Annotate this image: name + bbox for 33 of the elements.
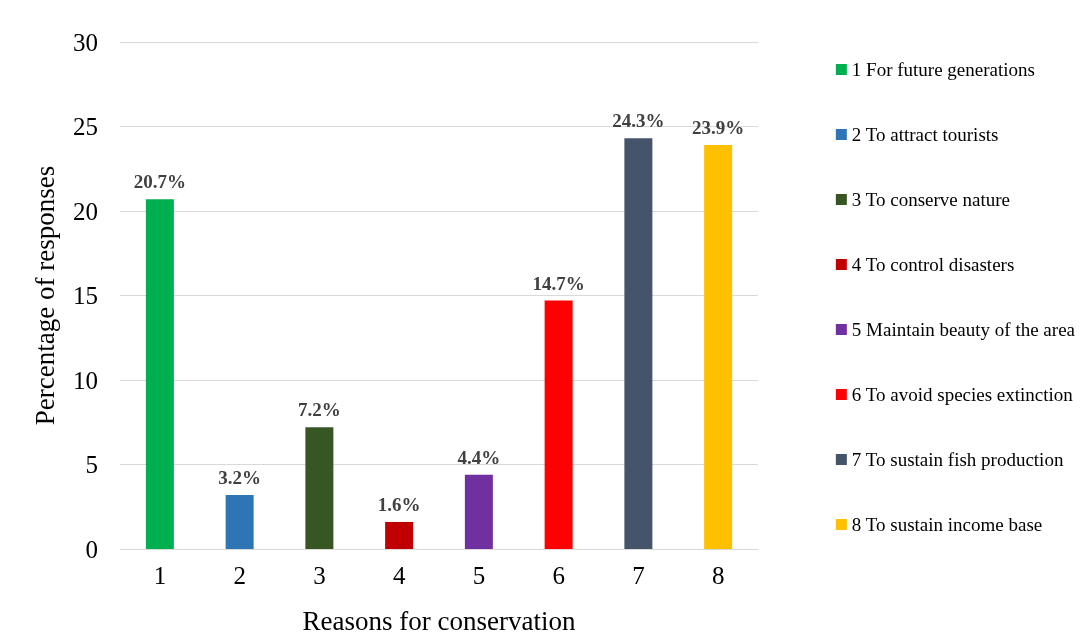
legend-label: 4 To control disasters <box>851 254 1015 275</box>
legend-label: 7 To sustain fish production <box>851 449 1064 470</box>
x-tick-label: 7 <box>632 562 645 589</box>
x-tick-label: 3 <box>313 562 326 589</box>
data-label: 24.3% <box>612 110 665 132</box>
data-label: 4.4% <box>457 446 501 468</box>
y-tick-label: 30 <box>73 28 98 56</box>
legend-label: 6 To avoid species extinction <box>851 384 1074 405</box>
data-label: 20.7% <box>133 171 186 193</box>
data-label: 1.6% <box>377 493 421 515</box>
y-tick-label: 10 <box>73 366 98 394</box>
x-tick-label: 2 <box>233 562 246 589</box>
x-tick-label: 4 <box>392 562 406 589</box>
data-label: 7.2% <box>298 399 341 421</box>
x-tick-label: 8 <box>711 562 725 589</box>
legend-label: 3 To conserve nature <box>851 189 1011 210</box>
legend-label: 1 For future generations <box>851 59 1035 80</box>
y-tick-label: 20 <box>73 197 98 225</box>
y-tick-label: 5 <box>85 451 98 478</box>
y-tick-label: 25 <box>73 113 98 140</box>
legend-label: 2 To attract tourists <box>851 124 999 145</box>
data-label: 3.2% <box>218 466 261 488</box>
legend-label: 8 To sustain income base <box>851 514 1043 535</box>
y-axis-title: Percentage of responses <box>29 165 60 426</box>
y-tick-label: 0 <box>85 535 98 563</box>
data-label: 14.7% <box>532 272 585 294</box>
y-tick-label: 15 <box>73 282 98 309</box>
x-tick-label: 5 <box>472 562 486 589</box>
data-label: 23.9% <box>692 117 745 139</box>
x-tick-label: 6 <box>552 562 565 589</box>
x-tick-label: 1 <box>153 562 167 589</box>
x-axis-title: Reasons for conservation <box>302 605 576 636</box>
legend-label: 5 Maintain beauty of the area <box>851 319 1076 340</box>
